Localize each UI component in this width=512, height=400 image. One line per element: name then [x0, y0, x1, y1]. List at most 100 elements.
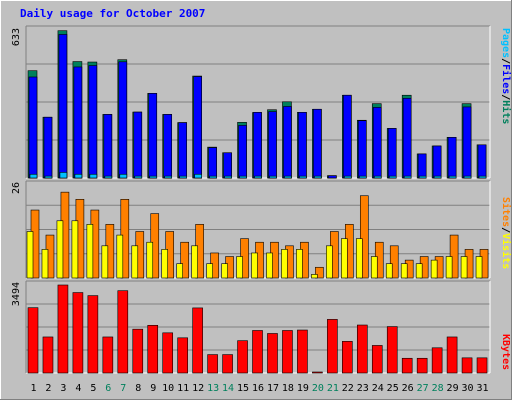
files-bar	[477, 144, 487, 179]
files-bar	[238, 125, 247, 179]
sites-bar	[221, 263, 228, 279]
files-bar	[462, 106, 472, 179]
bottom-panel	[25, 280, 491, 374]
kbytes-bar	[297, 329, 308, 374]
kbytes-bar	[87, 295, 99, 374]
sites-bar	[41, 249, 49, 279]
legend-hits: Hits	[500, 100, 512, 124]
sites-bar	[101, 245, 109, 279]
legend-visits: Visits	[500, 233, 512, 269]
kbytes-bar	[416, 357, 428, 374]
files-bar	[118, 61, 128, 179]
sites-bar	[311, 274, 318, 279]
legend-sep-3: /	[500, 227, 511, 233]
sites-bar	[445, 256, 453, 279]
files-bar	[372, 107, 382, 179]
files-bar	[163, 114, 173, 179]
sites-bar	[341, 238, 348, 279]
x-tick-label: 19	[297, 383, 309, 394]
x-tick-label: 18	[282, 383, 294, 394]
kbytes-bar	[342, 341, 353, 374]
sites-bar	[281, 249, 288, 279]
legend-pages: Pages	[500, 28, 511, 58]
kbytes-bar	[207, 354, 218, 374]
files-bar	[133, 111, 143, 179]
legend-sep-1: /	[500, 58, 511, 64]
files-bar	[402, 97, 412, 179]
sites-bar	[206, 263, 213, 279]
sites-bar	[370, 256, 378, 279]
visits-bar	[389, 245, 399, 279]
kbytes-bar	[132, 328, 144, 374]
middle-legend: Sites/Visits	[500, 197, 512, 269]
kbytes-bar	[27, 307, 39, 374]
files-bar	[103, 114, 113, 179]
kbytes-bar	[162, 332, 174, 374]
sites-bar	[430, 259, 438, 279]
sites-bar	[355, 238, 363, 279]
kbytes-bar	[476, 357, 488, 374]
kbytes-bar	[222, 354, 233, 374]
x-tick-label: 22	[342, 383, 354, 394]
x-tick-label: 31	[476, 383, 488, 394]
pages-bar	[299, 175, 307, 179]
sites-bar	[176, 263, 183, 279]
sites-bar	[475, 256, 483, 279]
sites-bar	[251, 252, 258, 279]
x-tick-label: 13	[207, 383, 219, 394]
kbytes-bar	[117, 290, 129, 374]
x-tick-label: 2	[45, 383, 51, 394]
files-bar	[193, 76, 202, 179]
sites-bar	[56, 220, 64, 279]
files-bar	[223, 152, 232, 179]
sites-bar	[191, 245, 198, 279]
pages-bar	[269, 175, 277, 179]
x-tick-label: 17	[267, 383, 279, 394]
pages-bar	[74, 173, 83, 179]
x-tick-label: 28	[432, 383, 444, 394]
pages-bar	[44, 175, 53, 179]
sites-bar	[326, 245, 333, 279]
x-tick-label: 7	[120, 383, 126, 394]
sites-bar	[266, 252, 273, 279]
kbytes-bar	[461, 357, 473, 374]
x-tick-label: 26	[402, 383, 414, 394]
x-tick-label: 8	[135, 383, 141, 394]
x-tick-label: 5	[90, 383, 96, 394]
visits-bar	[359, 195, 369, 279]
kbytes-bar	[312, 371, 323, 374]
x-tick-label: 16	[252, 383, 264, 394]
sites-bar	[131, 245, 139, 279]
files-bar	[343, 94, 352, 179]
files-bar	[253, 112, 262, 179]
kbytes-bar	[57, 284, 69, 374]
legend-kbytes: KBytes	[500, 334, 511, 370]
pages-bar	[448, 175, 457, 179]
files-bar	[88, 65, 98, 179]
kbytes-bar	[356, 324, 368, 374]
top-legend: Pages/Files/Hits	[500, 28, 512, 124]
kbytes-bar	[147, 324, 159, 374]
pages-bar	[284, 175, 292, 179]
kbytes-bar	[386, 326, 398, 374]
sites-bar	[236, 256, 243, 279]
middle-panel	[25, 180, 491, 279]
files-bar	[208, 147, 217, 179]
top-ymax-label: 633	[11, 28, 22, 46]
pages-bar	[463, 175, 472, 179]
kbytes-bar	[252, 330, 263, 374]
files-bar	[283, 106, 292, 179]
sites-bar	[296, 249, 303, 279]
files-bar	[328, 175, 337, 179]
visits-bar	[180, 241, 189, 279]
x-axis-labels: 1 2 3 4 5 6 7 8 9 10 11 12 13 14 15 16 17 18 19 20 21 22 23 24 2…	[30, 383, 488, 394]
x-tick-label: 25	[387, 383, 399, 394]
sites-bar	[460, 256, 468, 279]
pages-bar	[418, 175, 427, 179]
files-bar	[178, 122, 187, 179]
x-tick-label: 15	[237, 383, 249, 394]
kbytes-bar	[192, 307, 203, 374]
files-bar	[28, 76, 38, 179]
x-tick-label: 4	[75, 383, 81, 394]
sites-bar	[86, 224, 94, 279]
